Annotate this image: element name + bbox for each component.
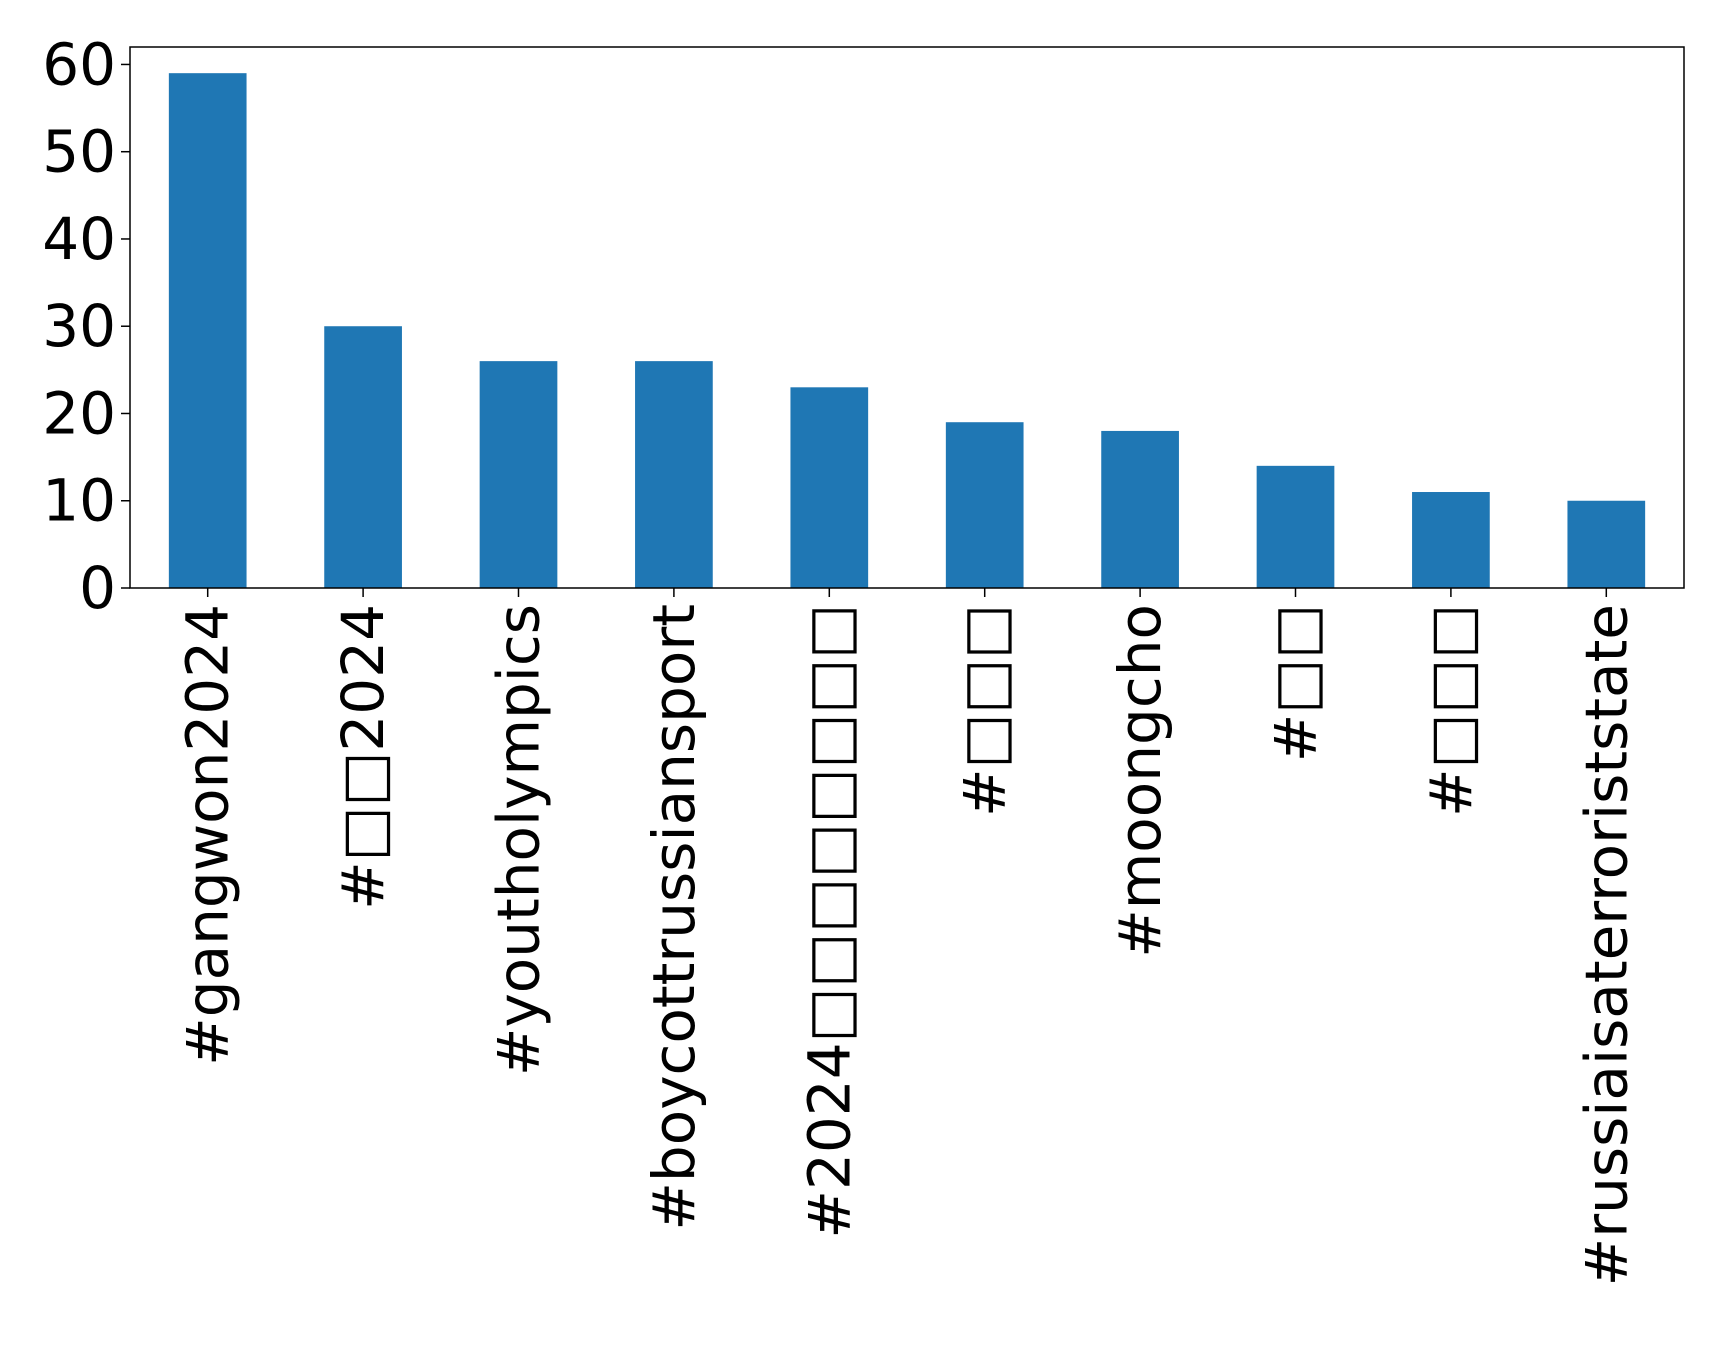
bar-4: [790, 387, 869, 588]
bars: [168, 73, 1646, 588]
bar-7: [1256, 465, 1335, 588]
x-tick-label: #□□2024: [329, 604, 397, 910]
bar-0: [168, 73, 247, 588]
x-tick-label: #□□□: [951, 604, 1019, 817]
y-tick-label: 40: [42, 205, 116, 273]
y-tick-label: 0: [79, 554, 116, 622]
x-tick-label: #2024□□□□□□□□: [795, 604, 863, 1239]
bar-8: [1412, 492, 1490, 588]
x-tick-label: #boycottrussiansport: [640, 604, 708, 1231]
y-tick-label: 60: [42, 30, 116, 98]
x-tick-label: #□□□: [1417, 604, 1485, 817]
x-tick-label: #youtholympics: [485, 604, 553, 1076]
bar-6: [1101, 430, 1179, 588]
bar-3: [635, 361, 713, 588]
y-tick-label: 50: [42, 118, 116, 186]
bar-5: [945, 422, 1024, 588]
y-axis: 0 10 20 30 40 50 60: [42, 30, 130, 622]
y-tick-label: 20: [42, 379, 116, 447]
x-axis: #gangwon2024 #□□2024 #youtholympics #boycot…: [174, 588, 1640, 1286]
bar-1: [324, 326, 402, 588]
x-tick-label: #□□: [1262, 604, 1330, 762]
y-tick-label: 10: [42, 467, 116, 535]
x-tick-label: #gangwon2024: [174, 604, 242, 1066]
plot-frame: [129, 46, 1685, 589]
bar-9: [1567, 500, 1646, 588]
x-tick-label: #russiaisaterroriststate: [1572, 604, 1640, 1286]
bar-2: [479, 361, 558, 588]
x-tick-label: #moongcho: [1106, 604, 1174, 958]
y-tick-label: 30: [42, 292, 116, 360]
